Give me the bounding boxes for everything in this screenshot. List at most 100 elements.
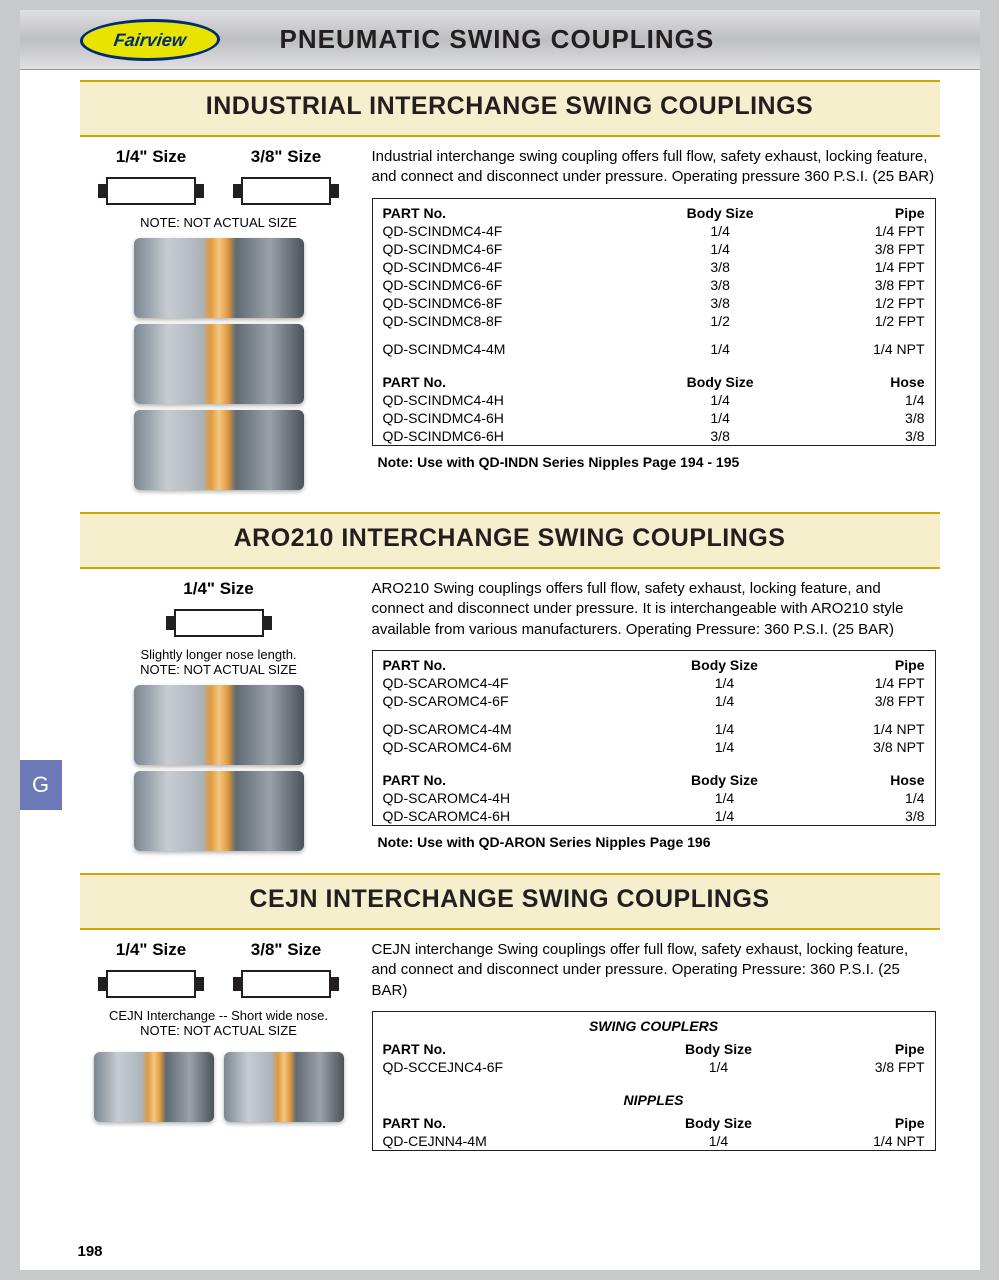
product-image	[134, 324, 304, 404]
table-cell: QD-SCINDMC4-6F	[372, 240, 639, 258]
right-column: ARO210 Swing couplings offers full flow,…	[372, 579, 936, 857]
page-title: PNEUMATIC SWING COUPLINGS	[220, 24, 980, 55]
foot-note: Note: Use with QD-INDN Series Nipples Pa…	[378, 454, 936, 470]
table-row: QD-SCAROMC4-6F1/43/8 FPT	[372, 692, 935, 710]
table-row: QD-SCAROMC4-6H1/43/8	[372, 807, 935, 826]
top-bar: Fairview PNEUMATIC SWING COUPLINGS	[20, 10, 980, 70]
coupling-outline-icon	[106, 177, 196, 205]
table-header-cell: Hose	[804, 766, 935, 789]
size-labels: 1/4" Size3/8" Size	[84, 147, 354, 167]
description-text: CEJN interchange Swing couplings offer f…	[372, 940, 936, 1001]
table-cell: 3/8	[639, 427, 801, 446]
table-row: QD-SCINDMC8-8F1/21/2 FPT	[372, 312, 935, 330]
table-header-cell: Body Size	[639, 368, 801, 391]
table-row: QD-SCCEJNC4-6F1/43/8 FPT	[372, 1058, 935, 1076]
size-label: 1/4" Size	[183, 579, 253, 599]
table-cell: 1/4 NPT	[804, 720, 935, 738]
product-table: SWING COUPLERSPART No.Body SizePipeQD-SC…	[372, 1011, 936, 1151]
table-cell: QD-SCINDMC6-8F	[372, 294, 639, 312]
description-text: Industrial interchange swing coupling of…	[372, 147, 936, 188]
table-cell: QD-SCINDMC6-6F	[372, 276, 639, 294]
section-heading: ARO210 INTERCHANGE SWING COUPLINGS	[80, 512, 940, 569]
table-cell: QD-SCINDMC4-4H	[372, 391, 639, 409]
table-cell: QD-SCINDMC6-4F	[372, 258, 639, 276]
table-row: QD-SCAROMC4-6M1/43/8 NPT	[372, 738, 935, 756]
table-header-cell: PART No.	[372, 766, 645, 789]
section-tab: G	[20, 760, 62, 810]
table-cell: 1/4	[804, 789, 935, 807]
table-row: QD-SCINDMC4-6F1/43/8 FPT	[372, 240, 935, 258]
table-row: QD-SCINDMC4-4M1/41/4 NPT	[372, 340, 935, 358]
table-cell: QD-SCINDMC4-4F	[372, 222, 639, 240]
table-cell: 1/4	[801, 391, 935, 409]
table-cell: 1/4	[645, 720, 804, 738]
table-cell: QD-SCAROMC4-6H	[372, 807, 645, 826]
table-cell: QD-SCCEJNC4-6F	[372, 1058, 637, 1076]
right-column: Industrial interchange swing coupling of…	[372, 147, 936, 496]
table-cell: QD-SCAROMC4-6M	[372, 738, 645, 756]
table-cell: 1/4	[645, 674, 804, 692]
table-row: QD-SCINDMC6-6H3/83/8	[372, 427, 935, 446]
table-cell: QD-SCINDMC8-8F	[372, 312, 639, 330]
table-cell: 1/4	[645, 807, 804, 826]
table-header-cell: Body Size	[637, 1035, 800, 1058]
table-row: QD-SCINDMC6-8F3/81/2 FPT	[372, 294, 935, 312]
size-note: Slightly longer nose length. NOTE: NOT A…	[84, 647, 354, 677]
table-row: QD-SCINDMC6-6F3/83/8 FPT	[372, 276, 935, 294]
table-header-cell: Body Size	[637, 1109, 800, 1132]
product-image	[134, 685, 304, 765]
table-cell: QD-SCINDMC4-4M	[372, 340, 639, 358]
table-row: QD-SCINDMC6-4F3/81/4 FPT	[372, 258, 935, 276]
table-header-cell: Pipe	[800, 1109, 935, 1132]
table-cell: 3/8 FPT	[801, 240, 935, 258]
table-cell: 1/4	[639, 340, 801, 358]
table-cell: 1/4	[639, 409, 801, 427]
table-header-cell: Pipe	[800, 1035, 935, 1058]
table-cell: QD-CEJNN4-4M	[372, 1132, 637, 1151]
table-header-row: PART No.Body SizePipe	[372, 650, 935, 674]
outline-row	[84, 605, 354, 641]
table-subheader: NIPPLES	[372, 1086, 935, 1109]
product-image	[134, 410, 304, 490]
coupling-outline-icon	[241, 177, 331, 205]
table-cell: 1/2 FPT	[801, 294, 935, 312]
product-image	[224, 1052, 344, 1122]
table-cell: 3/8	[639, 258, 801, 276]
table-cell: 3/8	[639, 276, 801, 294]
right-column: CEJN interchange Swing couplings offer f…	[372, 940, 936, 1151]
table-cell: QD-SCAROMC4-6F	[372, 692, 645, 710]
table-header-cell: Pipe	[801, 198, 935, 222]
table-cell: QD-SCINDMC6-6H	[372, 427, 639, 446]
table-header-cell: PART No.	[372, 1109, 637, 1132]
section-heading: INDUSTRIAL INTERCHANGE SWING COUPLINGS	[80, 80, 940, 137]
table-cell: 1/4	[637, 1132, 800, 1151]
table-subheader: SWING COUPLERS	[372, 1011, 935, 1035]
table-cell: 3/8	[804, 807, 935, 826]
left-column: 1/4" Size3/8" SizeNOTE: NOT ACTUAL SIZE	[84, 147, 354, 496]
table-row: QD-SCAROMC4-4M1/41/4 NPT	[372, 720, 935, 738]
table-cell: 1/4	[639, 240, 801, 258]
outline-row	[84, 173, 354, 209]
foot-note: Note: Use with QD-ARON Series Nipples Pa…	[378, 834, 936, 850]
table-cell: QD-SCAROMC4-4F	[372, 674, 645, 692]
table-cell: 1/4	[645, 692, 804, 710]
size-label: 1/4" Size	[116, 940, 186, 960]
table-header-row: PART No.Body SizePipe	[372, 1109, 935, 1132]
table-header-row: PART No.Body SizeHose	[372, 368, 935, 391]
size-label: 1/4" Size	[116, 147, 186, 167]
size-labels: 1/4" Size 3/8" Size	[84, 940, 354, 960]
table-cell: 1/4 FPT	[801, 258, 935, 276]
size-labels: 1/4" Size	[84, 579, 354, 599]
table-row: QD-SCAROMC4-4H1/41/4	[372, 789, 935, 807]
table-row: QD-SCINDMC4-4H1/41/4	[372, 391, 935, 409]
page-number: 198	[78, 1243, 103, 1260]
section-body: 1/4" Size3/8" SizeCEJN Interchange -- Sh…	[80, 940, 940, 1157]
table-header-row: PART No.Body SizePipe	[372, 1035, 935, 1058]
table-cell: 3/8 FPT	[800, 1058, 935, 1076]
product-image	[94, 1052, 214, 1122]
product-image	[134, 771, 304, 851]
table-header-cell: Body Size	[639, 198, 801, 222]
coupling-outline-icon	[106, 970, 196, 998]
table-row: QD-CEJNN4-4M1/41/4 NPT	[372, 1132, 935, 1151]
size-label: 3/8" Size	[251, 940, 321, 960]
